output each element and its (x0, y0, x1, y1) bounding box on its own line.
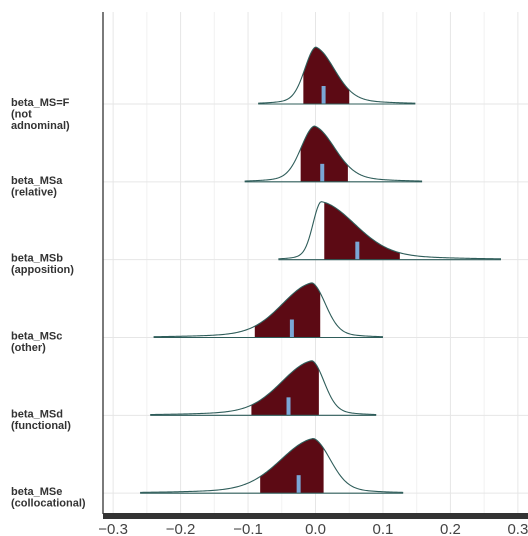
y-label-4: beta_MSd (functional) (11, 408, 71, 432)
ci-fill-0 (303, 47, 350, 104)
y-label-3: beta_MSc (other) (11, 331, 62, 355)
y-label-1: beta_MSa (relative) (11, 175, 63, 199)
y-label-0-line1: beta_MS=F (11, 97, 70, 109)
ridge-4 (150, 360, 377, 416)
y-label-2: beta_MSb (apposition) (11, 253, 74, 277)
y-label-4-line1: beta_MSd (11, 408, 63, 420)
density-ridges (140, 46, 502, 494)
x-tick-label: 0.1 (373, 521, 394, 536)
density-outline-3 (153, 282, 383, 338)
density-outline-2 (278, 201, 502, 260)
y-label-1-line1: beta_MSa (11, 175, 63, 187)
x-tick-label: −0.3 (98, 521, 128, 536)
x-axis-ticks: −0.3 −0.2 −0.1 0.0 0.1 0.2 0.3 (98, 521, 528, 536)
density-outline-0 (258, 46, 416, 104)
ci-fill-3 (254, 282, 321, 338)
y-label-5-line2: (collocational) (11, 498, 86, 510)
x-tick-label: −0.1 (233, 521, 263, 536)
x-tick-label: 0.0 (305, 521, 326, 536)
y-label-2-line1: beta_MSb (11, 253, 63, 265)
ridge-3 (153, 282, 383, 339)
x-axis-bar (103, 513, 528, 519)
x-tick-label: 0.3 (507, 521, 528, 536)
y-label-3-line1: beta_MSc (11, 331, 62, 343)
y-axis-labels: beta_MS=F (not adnominal) beta_MSa (relative… (11, 97, 86, 510)
y-label-4-line2: (functional) (11, 420, 71, 432)
y-label-5-line1: beta_MSe (11, 486, 62, 498)
y-label-0: beta_MS=F (not adnominal) (11, 97, 70, 132)
y-label-3-line2: (other) (11, 342, 46, 354)
ridge-5 (140, 438, 404, 494)
ci-fill-4 (251, 360, 319, 416)
ci-fill-1 (300, 126, 348, 182)
x-tick-label: 0.2 (440, 521, 461, 536)
y-label-1-line2: (relative) (11, 186, 57, 198)
y-label-2-line2: (apposition) (11, 264, 74, 276)
ridge-1 (244, 125, 423, 183)
y-label-5: beta_MSe (collocational) (11, 486, 86, 510)
density-outline-1 (244, 125, 423, 182)
density-outline-5 (140, 438, 404, 493)
ridge-0 (258, 46, 416, 105)
y-label-0-line3: adnominal) (11, 120, 70, 132)
ci-fill-5 (260, 438, 324, 494)
x-tick-label: −0.2 (166, 521, 196, 536)
density-outline-4 (150, 360, 377, 416)
ridge-2 (278, 201, 502, 261)
y-label-0-line2: (not (11, 109, 32, 121)
